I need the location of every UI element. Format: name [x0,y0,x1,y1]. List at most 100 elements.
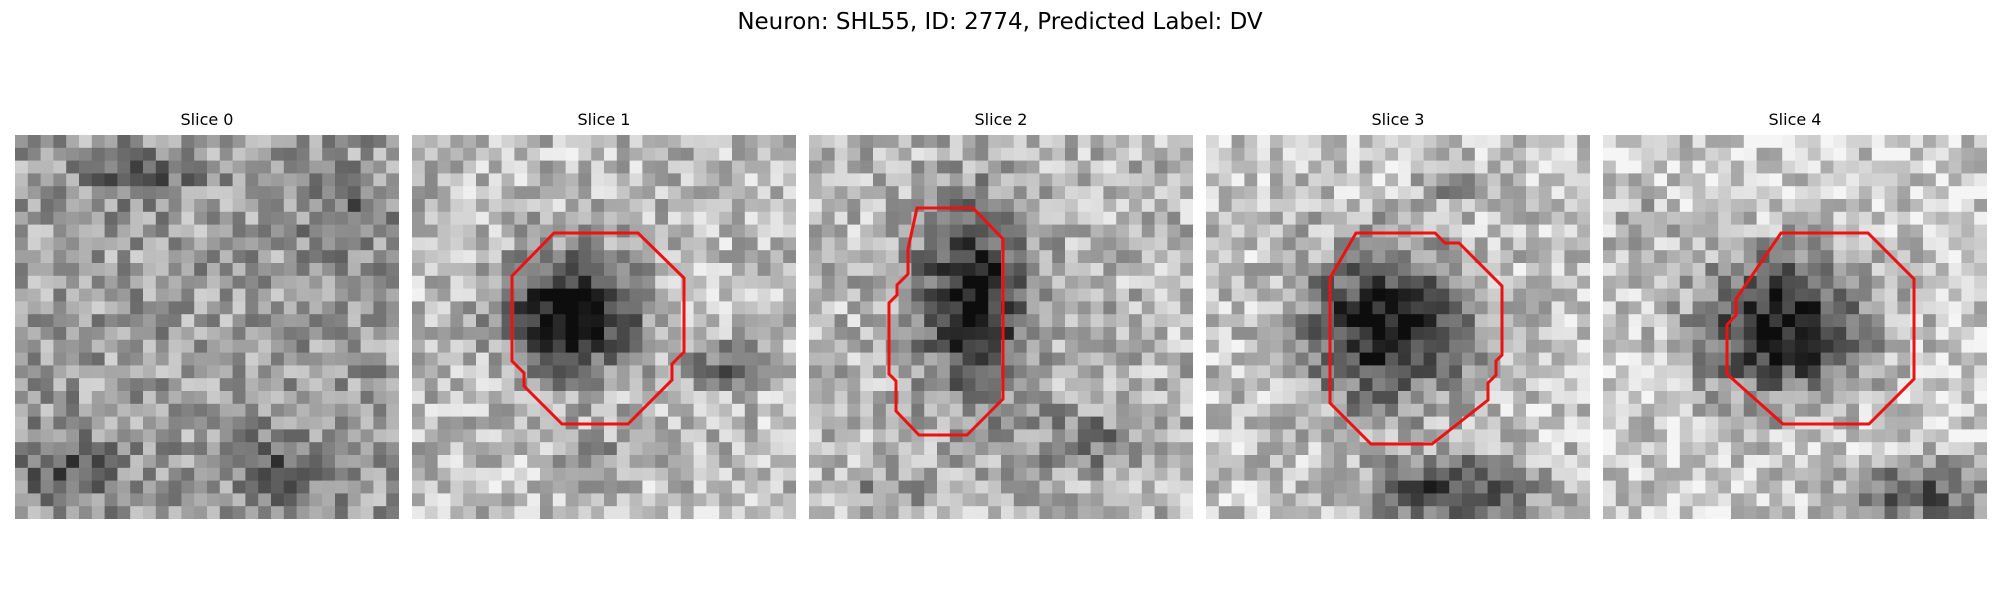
pixel [1551,288,1565,302]
pixel [347,135,361,149]
pixel [1807,442,1821,456]
pixel [488,186,502,200]
pixel [1500,442,1514,456]
pixel [1436,480,1450,494]
pixel [706,224,720,238]
pixel [591,186,605,200]
pixel [1372,173,1386,187]
pixel [373,211,387,225]
pixel [1206,455,1220,469]
pixel [1948,263,1962,277]
pixel [924,403,938,417]
pixel [706,275,720,289]
pixel [1667,173,1681,187]
pixel [527,480,541,494]
pixel [821,237,835,251]
pixel [1116,352,1130,366]
pixel [1103,467,1117,481]
pixel [53,378,67,392]
pixel [207,301,221,315]
pixel [1833,493,1847,507]
pixel [962,314,976,328]
pixel [1679,391,1693,405]
pixel [527,429,541,443]
pixel [1116,186,1130,200]
pixel [1154,467,1168,481]
pixel [1833,301,1847,315]
pixel [1513,493,1527,507]
pixel [962,480,976,494]
pixel [885,173,899,187]
pixel [27,211,41,225]
pixel [501,378,515,392]
pixel [1231,275,1245,289]
pixel [1282,301,1296,315]
pixel [949,314,963,328]
pixel [1846,147,1860,161]
pixel [1308,378,1322,392]
pixel [1577,314,1590,328]
pixel [1795,378,1809,392]
pixel [1231,467,1245,481]
pixel [1615,173,1629,187]
pixel [1449,327,1463,341]
pixel [335,275,349,289]
pixel [1077,147,1091,161]
pixel [1679,352,1693,366]
pixel [1551,199,1565,213]
pixel [1013,199,1027,213]
pixel [1436,186,1450,200]
pixel [232,455,246,469]
pixel [219,199,233,213]
pixel [1077,327,1091,341]
pixel [1270,135,1284,149]
pixel [181,314,195,328]
pixel [1116,391,1130,405]
pixel [27,480,41,494]
pixel [693,237,707,251]
pixel [476,211,490,225]
pixel [1129,199,1143,213]
pixel [1910,493,1924,507]
pixel [757,403,771,417]
pixel [1244,288,1258,302]
pixel [1923,263,1937,277]
pixel [1346,173,1360,187]
pixel [1961,160,1975,174]
pixel [706,352,720,366]
pixel [732,237,746,251]
pixel [1052,301,1066,315]
pixel [219,391,233,405]
pixel [1679,403,1693,417]
pixel [591,365,605,379]
pixel [885,186,899,200]
pixel [1679,160,1693,174]
pixel [975,480,989,494]
pixel [1577,263,1590,277]
pixel [1244,429,1258,443]
pixel [1782,314,1796,328]
pixel [834,327,848,341]
pixel [347,391,361,405]
pixel [1052,237,1066,251]
pixel [15,314,29,328]
pixel [604,442,618,456]
pixel [27,263,41,277]
pixel [1052,403,1066,417]
pixel [1692,160,1706,174]
pixel [91,160,105,174]
pixel [1910,339,1924,353]
pixel [1090,211,1104,225]
pixel [1961,301,1975,315]
pixel [168,416,182,430]
pixel [283,339,297,353]
pixel [1180,416,1193,430]
pixel [1321,314,1335,328]
pixel [155,506,169,519]
pixel [1474,493,1488,507]
pixel [873,314,887,328]
pixel [168,186,182,200]
pixel [527,327,541,341]
pixel [668,288,682,302]
pixel [1782,403,1796,417]
